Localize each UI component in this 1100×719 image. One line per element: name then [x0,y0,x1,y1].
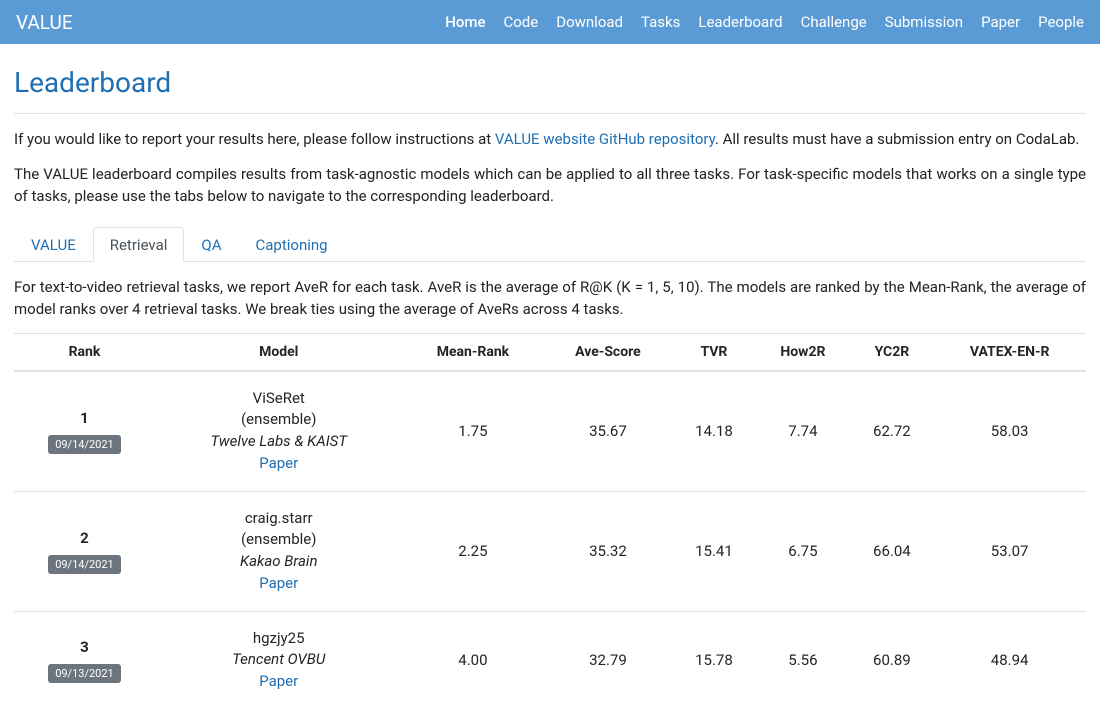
nav-item-home[interactable]: Home [445,13,485,31]
col-mean-rank: Mean-Rank [403,333,544,371]
tab-captioning[interactable]: Captioning [239,227,345,262]
intro-suffix: . All results must have a submission ent… [715,130,1079,148]
table-row: 1 09/14/2021 ViSeRet(ensemble)Twelve Labs … [14,371,1086,492]
model-cell: ViSeRet(ensemble)Twelve Labs & KAISTPape… [155,371,403,492]
model-org: Twelve Labs & KAIST [161,431,397,453]
cell-yc2r: 60.89 [850,611,933,709]
table-row: 309/13/2021hgzjy25Tencent OVBUPaper4.003… [14,611,1086,709]
rank-cell: 3 09/13/2021 [14,611,155,709]
intro-prefix: If you would like to report your results… [14,130,495,148]
paper-link[interactable]: Paper [161,573,397,595]
divider [14,113,1086,114]
cell-ave-score: 35.32 [543,491,672,611]
nav-item-code[interactable]: Code [503,13,538,31]
nav-item-tasks[interactable]: Tasks [641,13,680,31]
model-name: hgzjy25 [161,628,397,650]
cell-how2r: 6.75 [755,491,850,611]
tab-value[interactable]: VALUE [14,227,93,262]
cell-tvr: 14.18 [673,371,756,492]
model-org: Kakao Brain [161,551,397,573]
nav-item-challenge[interactable]: Challenge [801,13,867,31]
model-name: ViSeRet [161,388,397,410]
cell-vatex: 58.03 [933,371,1086,492]
cell-vatex: 48.94 [933,611,1086,709]
cell-mean-rank: 2.25 [403,491,544,611]
col-vatex-en-r: VATEX-EN-R [933,333,1086,371]
table-header-row: RankModelMean-RankAve-ScoreTVRHow2RYC2RV… [14,333,1086,371]
nav-item-download[interactable]: Download [556,13,623,31]
model-subtitle: (ensemble) [161,409,397,431]
col-yc2r: YC2R [850,333,933,371]
cell-yc2r: 66.04 [850,491,933,611]
model-cell: hgzjy25Tencent OVBUPaper [155,611,403,709]
tab-description: For text-to-video retrieval tasks, we re… [14,276,1086,321]
tab-qa[interactable]: QA [184,227,238,262]
model-subtitle: (ensemble) [161,529,397,551]
rank-number: 1 [20,408,149,429]
cell-mean-rank: 4.00 [403,611,544,709]
nav-item-people[interactable]: People [1038,13,1084,31]
col-model: Model [155,333,403,371]
tab-retrieval[interactable]: Retrieval [93,227,185,262]
model-name: craig.starr [161,508,397,530]
brand-title[interactable]: VALUE [16,11,93,34]
rank-number: 2 [20,528,149,549]
col-tvr: TVR [673,333,756,371]
model-org: Tencent OVBU [161,649,397,671]
rank-cell: 1 09/14/2021 [14,371,155,492]
nav-item-submission[interactable]: Submission [885,13,963,31]
nav-links: Home Code Download Tasks Leaderboard Challeng… [445,13,1084,31]
date-badge: 09/14/2021 [48,555,121,574]
leaderboard-table: RankModelMean-RankAve-ScoreTVRHow2RYC2RV… [14,333,1086,709]
cell-how2r: 5.56 [755,611,850,709]
cell-tvr: 15.41 [673,491,756,611]
cell-yc2r: 62.72 [850,371,933,492]
navbar: VALUE Home Code Download Tasks Leaderboard Ch… [0,0,1100,44]
intro-paragraph: If you would like to report your results… [14,128,1086,151]
paper-link[interactable]: Paper [161,453,397,475]
nav-item-leaderboard[interactable]: Leaderboard [698,13,782,31]
table-row: 2 09/14/2021 craig.starr(ensemble)Kakao Br… [14,491,1086,611]
cell-ave-score: 35.67 [543,371,672,492]
col-ave-score: Ave-Score [543,333,672,371]
cell-vatex: 53.07 [933,491,1086,611]
cell-how2r: 7.74 [755,371,850,492]
cell-tvr: 15.78 [673,611,756,709]
tab-bar: VALUERetrievalQACaptioning [14,226,1086,262]
rank-number: 3 [20,637,149,658]
nav-item-paper[interactable]: Paper [981,13,1020,31]
col-how2r: How2R [755,333,850,371]
date-badge: 09/14/2021 [48,435,121,454]
github-link[interactable]: VALUE website GitHub repository [495,130,715,148]
description-paragraph: The VALUE leaderboard compiles results f… [14,163,1086,208]
cell-ave-score: 32.79 [543,611,672,709]
model-cell: craig.starr(ensemble)Kakao BrainPaper [155,491,403,611]
main-container: Leaderboard If you would like to report … [4,44,1096,719]
col-rank: Rank [14,333,155,371]
date-badge: 09/13/2021 [48,664,121,683]
page-title: Leaderboard [14,66,1086,99]
cell-mean-rank: 1.75 [403,371,544,492]
rank-cell: 2 09/14/2021 [14,491,155,611]
